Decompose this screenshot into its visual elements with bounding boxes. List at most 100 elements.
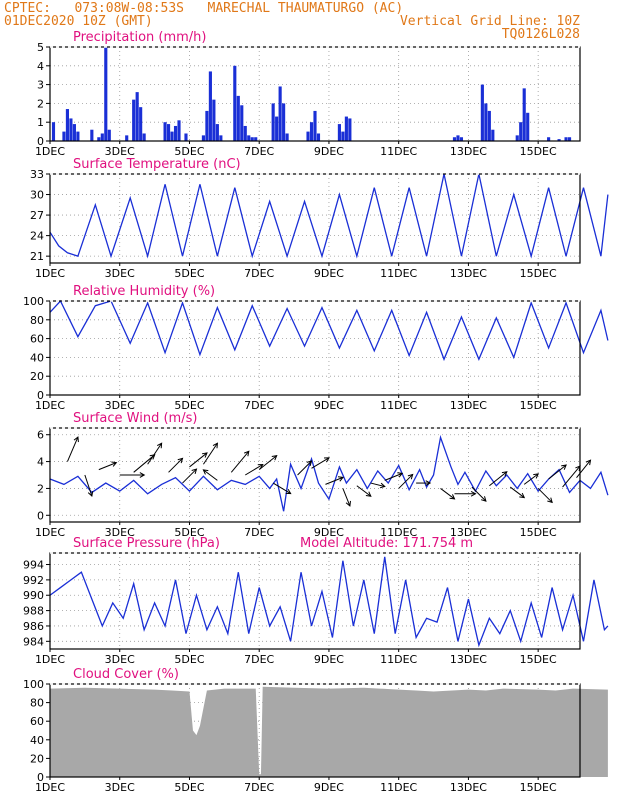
- panel-title-wind: Surface Wind (m/s): [73, 411, 197, 426]
- wind-arrow-head: [397, 472, 404, 478]
- precip-bar: [69, 118, 73, 141]
- x-tick-label: 7DEC: [244, 145, 274, 158]
- precip-bar: [526, 112, 530, 141]
- wind-arrow: [297, 460, 312, 476]
- x-tick-label: 9DEC: [314, 653, 344, 666]
- precip-bar: [243, 125, 247, 141]
- precip-bar: [215, 124, 219, 141]
- x-tick-label: 1DEC: [35, 781, 65, 794]
- x-tick-label: 13DEC: [450, 399, 487, 412]
- wind-arrow-head: [156, 442, 163, 449]
- wind-arrow: [84, 474, 93, 497]
- wind-arrow: [548, 464, 567, 480]
- wind-arrow: [342, 488, 351, 507]
- header-grid-line: Vertical Grid Line: 10Z: [399, 14, 580, 29]
- pres-line: [49, 556, 609, 648]
- wind-arrow: [509, 486, 525, 498]
- x-tick-label: 11DEC: [380, 781, 417, 794]
- wind-arrow-head: [257, 463, 264, 470]
- wind-arrow-head: [201, 452, 208, 458]
- wind-arrow-head: [177, 457, 184, 464]
- x-tick-label: 7DEC: [244, 653, 274, 666]
- x-tick-label: 5DEC: [174, 267, 204, 280]
- precip-bar: [547, 137, 551, 141]
- y-tick-label: 30: [30, 189, 44, 202]
- precip-bar: [100, 133, 104, 141]
- y-tick-label: 60: [30, 333, 44, 346]
- y-tick-label: 4: [37, 60, 44, 73]
- precip-bar: [170, 131, 174, 141]
- y-tick-label: 40: [30, 734, 44, 747]
- panel-temp: 21 24 27 30 33 1DEC 3DEC 5DEC 7DEC 9DEC 11DEC 13DEC…: [30, 168, 609, 280]
- precip-bar: [254, 137, 258, 141]
- x-tick-label: 15DEC: [520, 267, 557, 280]
- wind-arrow: [370, 482, 385, 488]
- precip-bar: [459, 137, 464, 141]
- precip-bar: [173, 125, 178, 141]
- wind-arrow-head: [337, 476, 344, 482]
- cloud-area: [50, 686, 608, 777]
- x-tick-label: 7DEC: [244, 267, 274, 280]
- wind-arrow: [384, 472, 403, 481]
- panel-frame: [49, 173, 581, 264]
- wind-arrow: [168, 457, 183, 473]
- x-tick-label: 11DEC: [380, 526, 417, 539]
- x-tick-label: 9DEC: [314, 399, 344, 412]
- y-tick-label: 33: [30, 168, 44, 181]
- precip-bar: [316, 133, 321, 141]
- x-tick-label: 1DEC: [35, 653, 65, 666]
- x-tick-label: 7DEC: [244, 781, 274, 794]
- precip-bar: [212, 99, 216, 141]
- wind-arrow: [311, 457, 330, 469]
- x-tick-label: 7DEC: [244, 526, 274, 539]
- x-tick-label: 13DEC: [450, 526, 487, 539]
- wind-arrow: [325, 476, 344, 485]
- wind-arrow-head: [87, 490, 94, 497]
- precip-bar: [519, 122, 523, 141]
- x-tick-label: 11DEC: [380, 653, 417, 666]
- x-tick-label: 3DEC: [105, 399, 135, 412]
- precip-bar: [564, 137, 568, 141]
- x-tick-label: 3DEC: [105, 653, 135, 666]
- panel-title-temp: Surface Temperature (nC): [73, 157, 241, 172]
- wind-arrow-head: [323, 457, 330, 463]
- x-tick-label: 13DEC: [450, 653, 487, 666]
- x-tick-label: 3DEC: [105, 781, 135, 794]
- wind-arrow: [182, 468, 197, 484]
- wind-arrow-head: [561, 464, 567, 470]
- precip-bar: [557, 139, 561, 141]
- x-tick-label: 5DEC: [174, 526, 204, 539]
- wind-arrow-head: [365, 491, 372, 497]
- wind-arrow-head: [271, 454, 278, 461]
- panel-cloud: 0 20 40 60 80 100 1DEC 3DEC 5DEC 7DEC 9DEC 11DEC 13D…: [23, 678, 608, 794]
- wind-arrow-head: [585, 459, 592, 466]
- wind-arrow-head: [212, 442, 218, 449]
- wind-arrow-head: [243, 450, 250, 457]
- y-tick-label: 990: [23, 589, 44, 602]
- precip-bar: [491, 129, 495, 141]
- x-tick-label: 11DEC: [380, 145, 417, 158]
- x-tick-label: 1DEC: [35, 267, 65, 280]
- wind-arrow-head: [191, 468, 198, 474]
- wind-arrow-head: [139, 472, 146, 478]
- precip-bar: [184, 133, 188, 141]
- wind-arrow: [272, 482, 291, 494]
- x-tick-label: 5DEC: [174, 145, 204, 158]
- wind-arrow-head: [480, 496, 487, 502]
- y-tick-label: 6: [37, 429, 44, 442]
- precip-bar: [125, 135, 129, 141]
- precip-bar: [282, 103, 286, 141]
- temp-line: [49, 173, 609, 259]
- precip-bar: [62, 131, 66, 141]
- x-tick-label: 9DEC: [314, 526, 344, 539]
- wind-arrows: [66, 436, 592, 507]
- x-tick-label: 15DEC: [520, 145, 557, 158]
- y-tick-label: 992: [23, 574, 44, 587]
- panel-title-rh: Relative Humidity (%): [73, 284, 215, 299]
- x-tick-label: 1DEC: [35, 145, 65, 158]
- y-tick-label: 0: [37, 509, 44, 522]
- wind-arrow: [189, 452, 208, 468]
- precip-bar: [306, 131, 310, 141]
- wind-arrow: [537, 488, 553, 503]
- precip-bar: [65, 109, 70, 141]
